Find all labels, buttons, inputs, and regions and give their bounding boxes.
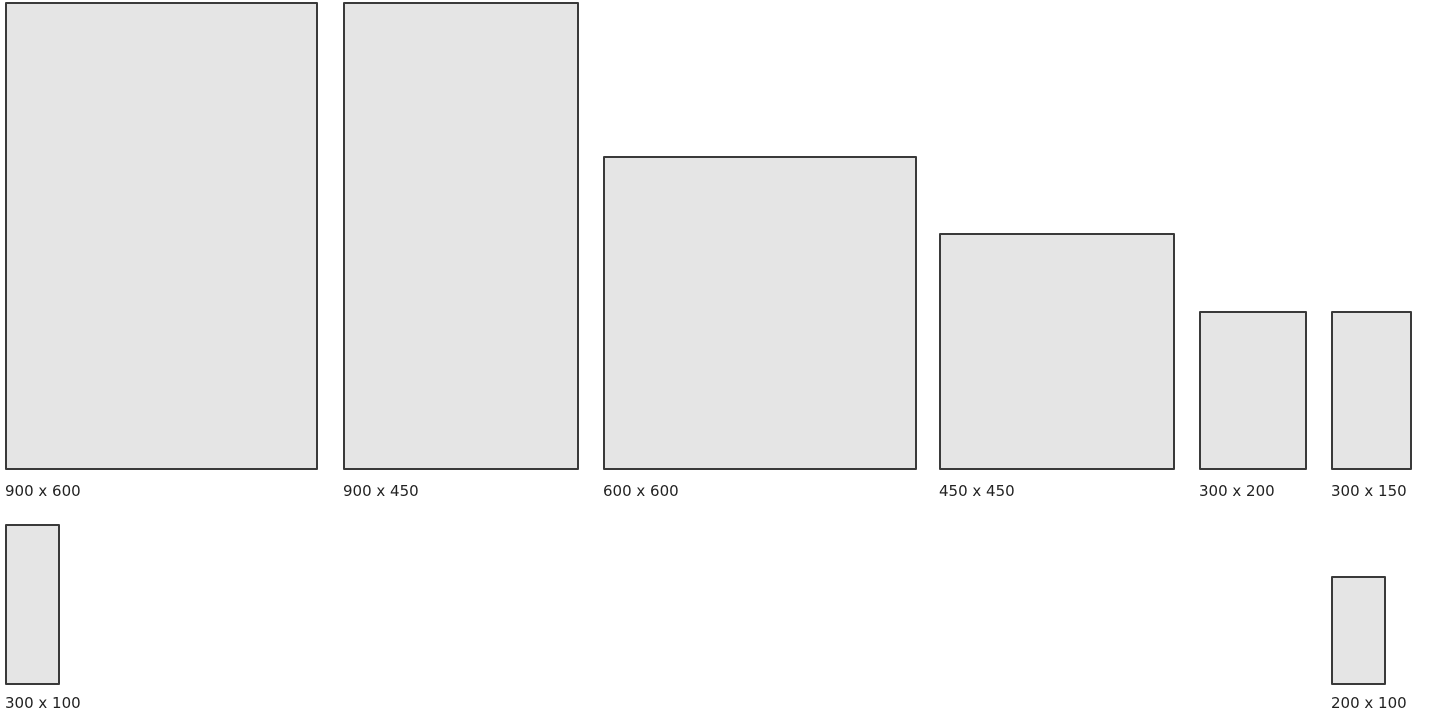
image-placeholder[interactable] <box>939 233 1175 470</box>
image-placeholder[interactable] <box>1331 311 1412 470</box>
image-size-label: 600 x 600 <box>603 482 679 500</box>
image-size-label: 900 x 450 <box>343 482 419 500</box>
image-placeholder[interactable] <box>5 2 318 470</box>
image-size-label: 450 x 450 <box>939 482 1015 500</box>
image-size-label: 300 x 150 <box>1331 482 1407 500</box>
image-size-label: 200 x 100 <box>1331 694 1407 712</box>
image-size-label: 900 x 600 <box>5 482 81 500</box>
image-size-label: 300 x 200 <box>1199 482 1275 500</box>
image-placeholder[interactable] <box>5 524 60 685</box>
image-size-label: 300 x 100 <box>5 694 81 712</box>
image-placeholder[interactable] <box>1199 311 1307 470</box>
image-placeholder[interactable] <box>343 2 579 470</box>
image-placeholder[interactable] <box>603 156 917 470</box>
image-placeholder[interactable] <box>1331 576 1386 685</box>
